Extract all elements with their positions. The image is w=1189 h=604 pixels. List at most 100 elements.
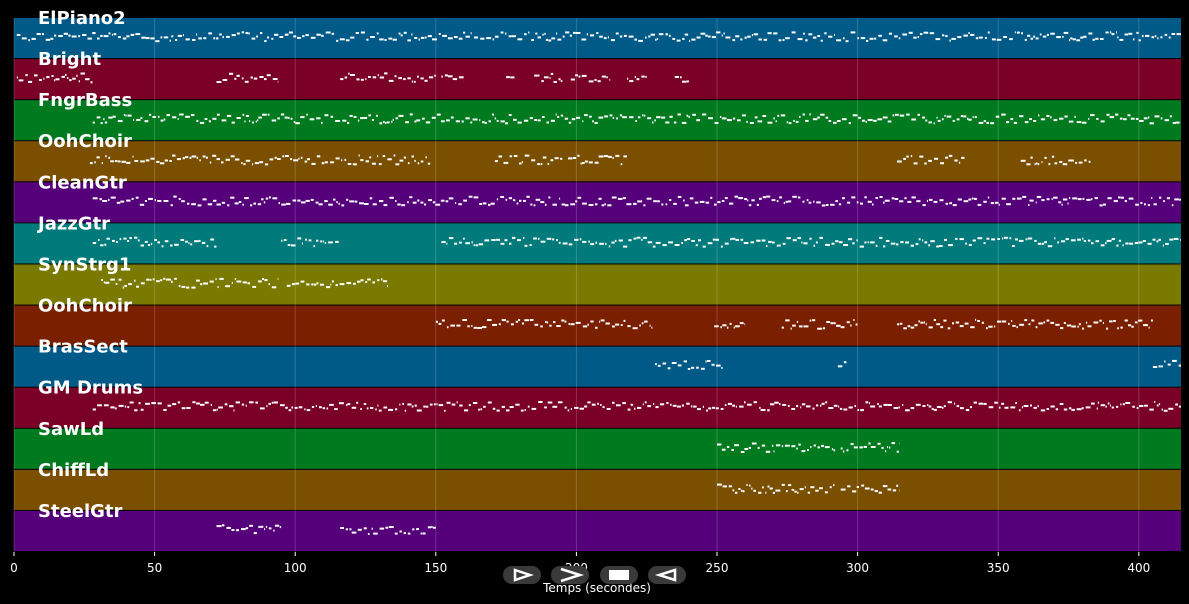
track-label: ChiffLd: [38, 460, 109, 481]
note: [1051, 155, 1055, 158]
note: [263, 201, 266, 204]
track-lane: [14, 387, 1181, 428]
note: [1031, 319, 1035, 322]
note: [382, 155, 386, 158]
note: [540, 163, 543, 166]
note: [458, 37, 463, 40]
note: [160, 119, 164, 122]
note: [265, 197, 269, 200]
note: [936, 116, 938, 119]
stop-button[interactable]: [600, 566, 638, 584]
note: [192, 401, 196, 404]
note: [809, 237, 812, 240]
note: [757, 120, 763, 123]
note: [304, 408, 306, 411]
note: [831, 448, 834, 451]
note: [204, 118, 208, 120]
note: [1176, 121, 1180, 124]
note: [210, 403, 212, 406]
note: [208, 120, 211, 123]
note: [254, 162, 259, 165]
note: [78, 35, 81, 38]
note: [939, 245, 943, 247]
note: [196, 279, 200, 282]
note: [722, 117, 727, 120]
note: [905, 241, 909, 244]
note: [157, 115, 160, 118]
note: [700, 32, 706, 35]
forward-button[interactable]: [551, 566, 589, 584]
note: [922, 239, 924, 242]
note: [531, 407, 537, 410]
note: [776, 244, 779, 247]
note: [1083, 35, 1087, 38]
note: [21, 37, 27, 40]
play-button[interactable]: [503, 566, 541, 584]
note: [830, 203, 835, 206]
note: [637, 406, 642, 409]
note: [384, 121, 387, 124]
note: [1100, 120, 1105, 123]
note: [112, 239, 115, 242]
note: [268, 196, 271, 199]
note: [739, 405, 744, 408]
note: [1038, 114, 1040, 117]
note: [1015, 402, 1017, 404]
note: [864, 196, 867, 199]
note: [203, 37, 207, 40]
note: [582, 120, 584, 123]
note: [626, 203, 632, 206]
note: [212, 117, 217, 120]
note: [200, 283, 203, 286]
note: [318, 203, 323, 206]
note: [1097, 401, 1100, 404]
note: [865, 120, 867, 123]
note: [918, 238, 921, 241]
note: [738, 488, 741, 490]
note: [283, 239, 287, 241]
note: [612, 401, 615, 404]
note: [724, 242, 729, 245]
note: [565, 204, 569, 207]
note: [608, 245, 611, 248]
note: [647, 117, 652, 120]
note: [243, 163, 246, 166]
note: [813, 444, 816, 447]
note: [761, 444, 766, 447]
note: [810, 446, 812, 449]
note: [987, 31, 990, 34]
note: [432, 526, 436, 529]
chevron-left-icon: [654, 568, 677, 582]
note: [1068, 39, 1071, 42]
note: [324, 241, 327, 244]
note: [867, 200, 872, 203]
note: [241, 528, 246, 531]
note: [955, 237, 958, 240]
note: [221, 161, 224, 164]
note: [350, 74, 355, 76]
note: [277, 80, 279, 83]
note: [341, 204, 345, 207]
note: [1156, 404, 1159, 407]
note: [864, 241, 867, 244]
note: [1071, 325, 1076, 328]
note: [1003, 36, 1008, 38]
note: [252, 285, 257, 288]
note: [968, 118, 972, 121]
note: [1075, 161, 1078, 164]
note: [1178, 405, 1181, 408]
note: [412, 528, 415, 531]
note: [389, 196, 394, 199]
note: [1022, 195, 1027, 198]
note: [1062, 35, 1064, 38]
back-button[interactable]: [648, 566, 686, 584]
note: [970, 406, 972, 409]
note: [887, 488, 892, 491]
note: [775, 444, 781, 447]
note: [840, 447, 843, 450]
note: [330, 283, 332, 286]
note: [652, 245, 656, 248]
note: [805, 119, 809, 122]
note: [378, 200, 384, 203]
note: [417, 75, 419, 78]
